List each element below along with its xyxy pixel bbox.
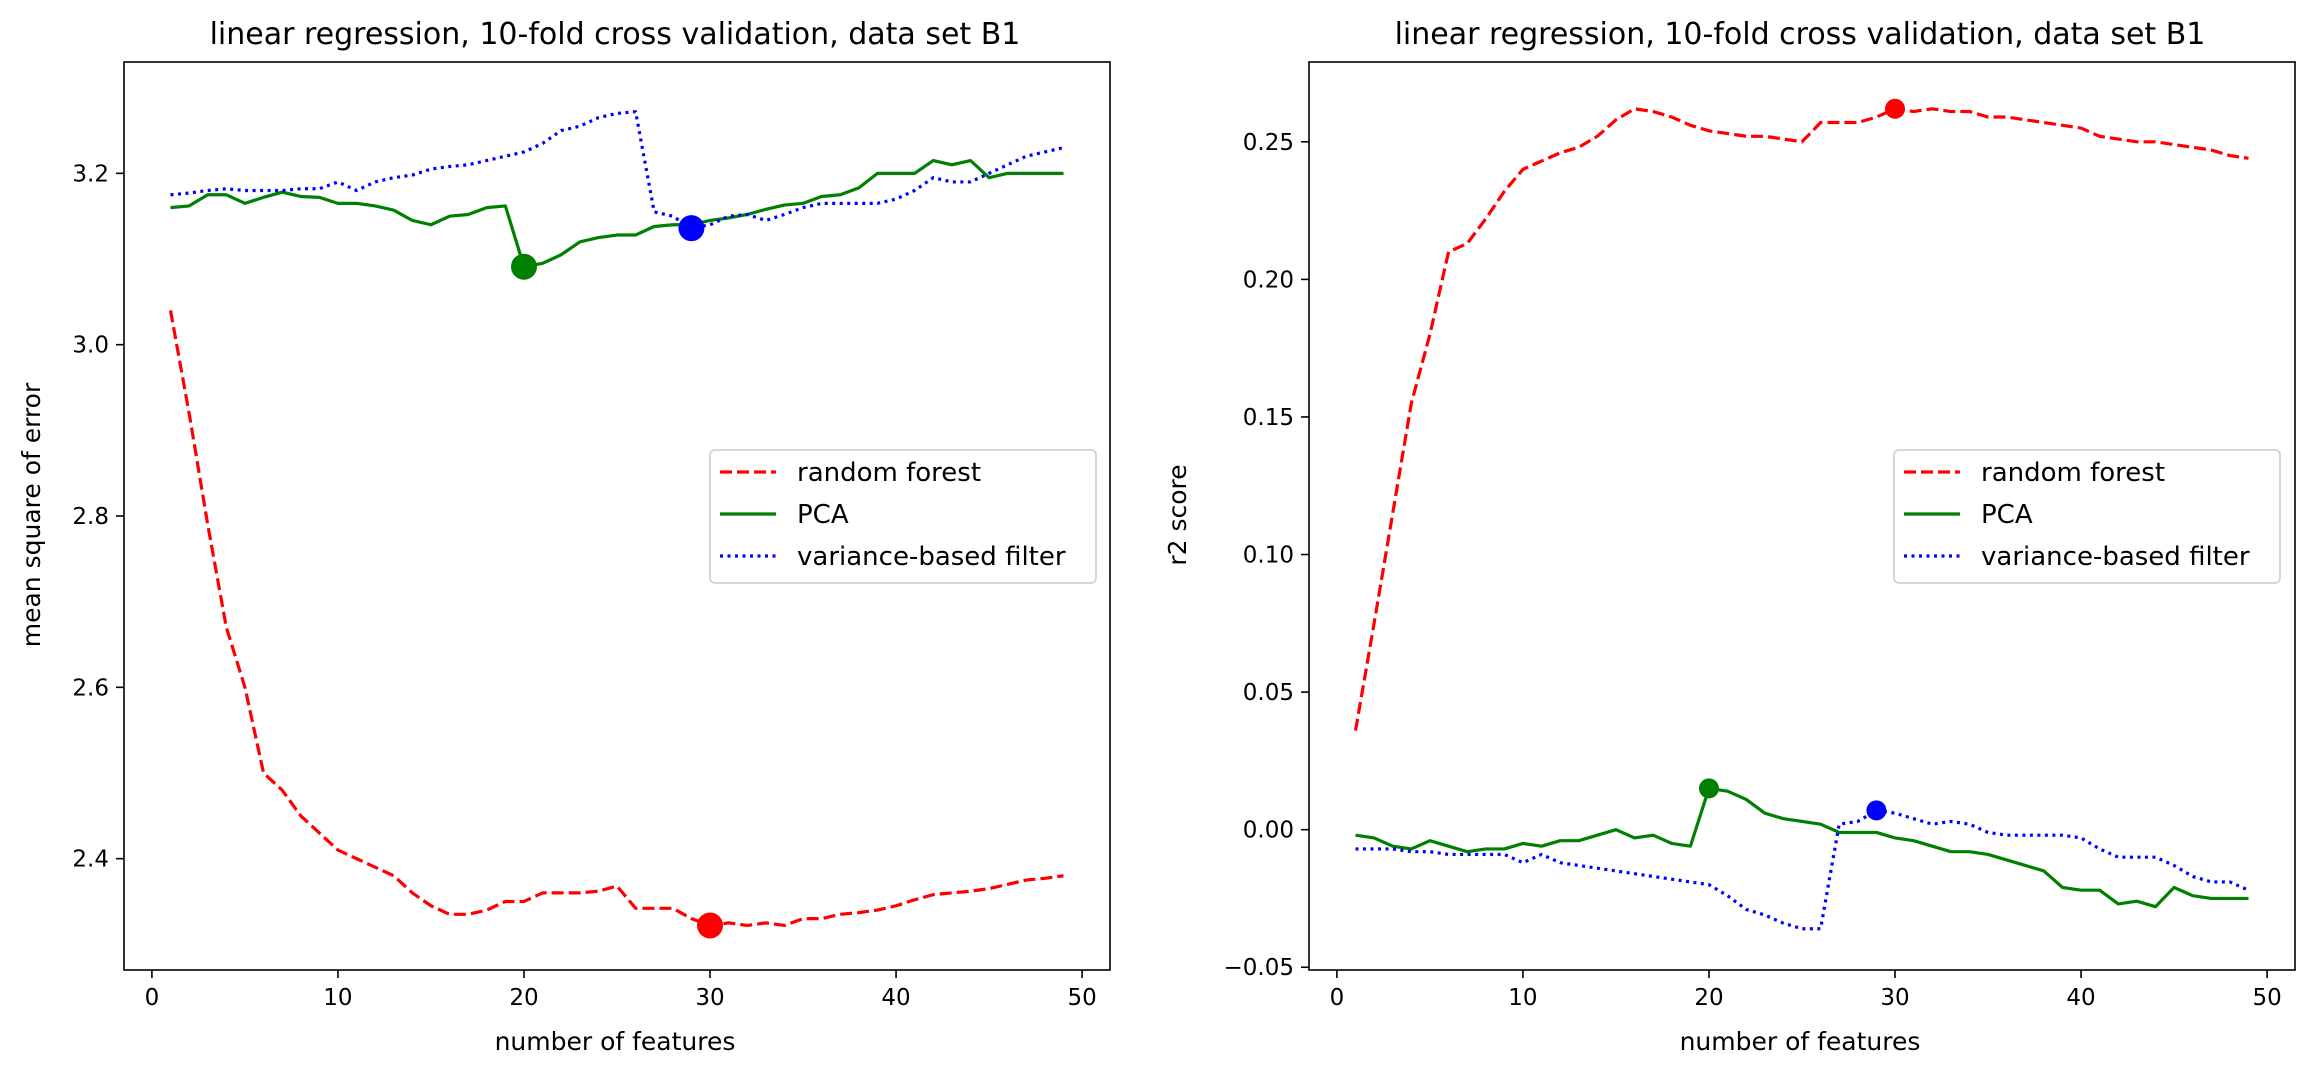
left-y-tick-label: 2.8 xyxy=(72,504,109,530)
right-chart-title: linear regression, 10-fold cross validat… xyxy=(1395,17,2206,52)
left-series-line-random-forest xyxy=(168,310,1064,928)
right-plot-frame xyxy=(1308,61,2296,971)
right-y-tick-label: 0.05 xyxy=(1243,680,1294,706)
right-x-tick-label: 20 xyxy=(1694,985,1723,1011)
left-series-line-variance-filter xyxy=(170,110,1064,230)
left-x-axis-label: number of features xyxy=(495,1027,736,1056)
left-x-tick-label: 50 xyxy=(1067,985,1096,1011)
left-series-line-pca xyxy=(170,158,1064,269)
right-y-tick-label: 0.10 xyxy=(1243,543,1294,569)
left-plot-lines xyxy=(168,110,1064,939)
right-x-tick-label: 50 xyxy=(2252,985,2281,1011)
left-best-point-marker-random-forest xyxy=(697,912,724,939)
right-y-tick-label: 0.00 xyxy=(1243,818,1294,844)
right-y-axis-label: r2 score xyxy=(1163,464,1192,565)
left-legend-box xyxy=(709,449,1097,584)
right-legend-box xyxy=(1893,449,2281,584)
right-x-tick-label: 0 xyxy=(1330,985,1345,1011)
left-x-tick-label: 30 xyxy=(695,985,724,1011)
left-best-point-marker-pca xyxy=(510,253,537,280)
right-x-tick-label: 10 xyxy=(1508,985,1537,1011)
right-series-line-random-forest xyxy=(1353,107,2249,731)
right-best-point-marker-variance-filter xyxy=(1866,800,1887,821)
right-series-line-pca xyxy=(1355,786,2249,909)
right-legend-label-random-forest: random forest xyxy=(1981,458,2165,488)
left-y-axis-label: mean square of error xyxy=(17,382,46,647)
left-y-tick-label: 2.4 xyxy=(72,847,109,873)
right-y-tick-label: 0.20 xyxy=(1243,267,1294,293)
left-plot-frame xyxy=(123,61,1111,971)
right-legend: random forest PCA variance-based filter xyxy=(1893,449,2281,584)
right-best-point-marker-pca xyxy=(1698,778,1719,799)
right-legend-label-pca: PCA xyxy=(1981,500,2033,530)
right-series-line-variance-filter xyxy=(1355,808,2250,931)
right-y-tick-label: 0.15 xyxy=(1243,405,1294,431)
left-legend-label-random-forest: random forest xyxy=(797,458,981,488)
right-x-tick-label: 40 xyxy=(2066,985,2095,1011)
left-legend: random forest PCA variance-based filter xyxy=(709,449,1097,584)
left-x-tick-label: 40 xyxy=(881,985,910,1011)
left-chart-title: linear regression, 10-fold cross validat… xyxy=(210,17,1021,52)
left-y-tick-label: 2.6 xyxy=(72,675,109,701)
right-chart-panel: linear regression, 10-fold cross validat… xyxy=(1163,17,2296,1056)
left-y-tick-label: 3.0 xyxy=(72,333,109,359)
left-x-tick-label: 0 xyxy=(145,985,160,1011)
right-y-tick-label: 0.25 xyxy=(1243,130,1294,156)
right-axis-ticks: 0 10 20 30 40 50 −0.05 0.00 0.05 0.10 0.15 0.20 0.25 xyxy=(1224,130,2282,1011)
left-chart-panel: linear regression, 10-fold cross validat… xyxy=(17,17,1111,1056)
right-best-point-marker-random-forest xyxy=(1885,98,1906,119)
left-legend-label-variance-filter: variance-based filter xyxy=(797,542,1066,572)
right-legend-label-variance-filter: variance-based filter xyxy=(1981,542,2250,572)
left-y-tick-label: 3.2 xyxy=(72,161,109,187)
right-x-axis-label: number of features xyxy=(1680,1027,1921,1056)
right-x-tick-label: 30 xyxy=(1880,985,1909,1011)
right-y-tick-label: −0.05 xyxy=(1224,955,1294,981)
left-x-tick-label: 20 xyxy=(509,985,538,1011)
right-plot-lines xyxy=(1353,98,2250,931)
left-best-point-marker-variance-filter xyxy=(678,215,705,242)
left-axis-ticks: 0 10 20 30 40 50 2.4 2.6 2.8 3.0 3.2 xyxy=(72,161,1096,1011)
left-x-tick-label: 10 xyxy=(323,985,352,1011)
left-legend-label-pca: PCA xyxy=(797,500,849,530)
